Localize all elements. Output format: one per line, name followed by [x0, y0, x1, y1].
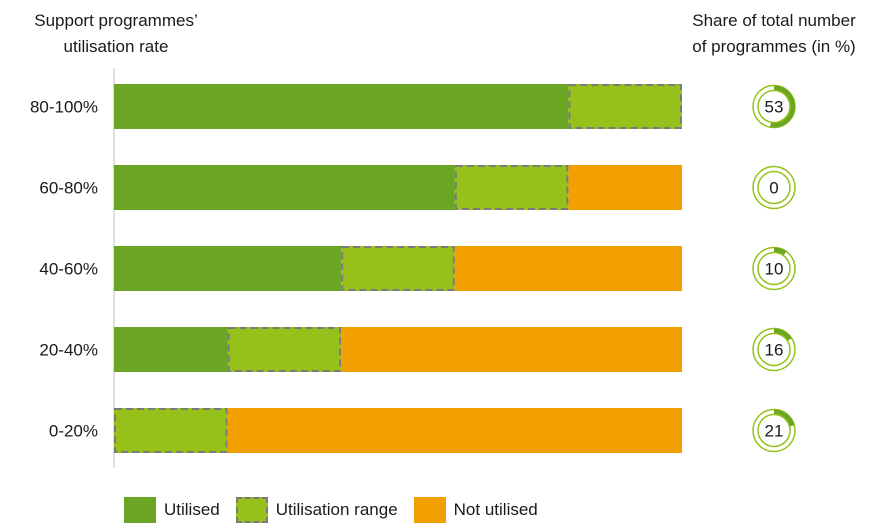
category-label-40-60%: 40-60% [39, 260, 98, 279]
share-value-20-40%: 16 [765, 341, 784, 360]
share-ring-inner-80-100% [757, 89, 791, 124]
y-axis-title: Support programmes’ utilisation rate [34, 11, 198, 56]
bar-not-utilised-0-20% [227, 408, 682, 453]
bar-not-utilised-20-40% [341, 327, 682, 372]
share-value-60-80%: 0 [769, 179, 778, 198]
category-label-20-40%: 20-40% [39, 341, 98, 360]
share-arc-80-100% [770, 85, 795, 128]
category-label-80-100%: 80-100% [30, 98, 98, 117]
bar-range-0-20% [114, 408, 228, 453]
share-ring-inner-0-20% [757, 413, 791, 448]
bar-range-60-80% [454, 165, 569, 210]
legend-label-not-utilised: Not utilised [453, 500, 538, 519]
bar-range-20-40% [227, 327, 342, 372]
bar-range-80-100% [568, 84, 682, 129]
share-value-80-100%: 53 [765, 98, 784, 117]
legend-swatch-range [235, 497, 268, 523]
share-title-line-2: of programmes (in %) [692, 37, 856, 56]
share-ring-inner-40-60% [757, 251, 791, 286]
legend-item-utilised: Utilised [124, 497, 220, 523]
bar-not-utilised-60-80% [568, 165, 682, 210]
legend-item-range: Utilisation range [235, 497, 398, 523]
bar-range-40-60% [341, 246, 455, 291]
legend-swatch-utilised [124, 497, 156, 523]
share-title: Share of total number of programmes (in %… [664, 8, 884, 60]
bar-range-outline-80-100% [568, 84, 683, 129]
share-value-40-60%: 10 [765, 260, 784, 279]
legend-swatch-not-utilised [413, 497, 446, 523]
share-ring-inner-60-80% [757, 170, 791, 205]
bar-utilised-40-60% [114, 246, 342, 291]
bar-range-outline-40-60% [341, 246, 455, 291]
legend-item-not-utilised: Not utilised [413, 497, 538, 523]
bar-range-outline-20-40% [227, 327, 342, 372]
share-value-0-20%: 21 [765, 422, 784, 441]
bar-utilised-80-100% [114, 84, 569, 129]
share-title-line-1: Share of total number [692, 11, 856, 30]
legend-label-utilised: Utilised [164, 500, 220, 519]
bar-not-utilised-40-60% [454, 246, 682, 291]
legend-label-range: Utilisation range [275, 500, 398, 519]
share-arc-20-40% [774, 328, 792, 341]
bar-range-outline-60-80% [454, 165, 569, 210]
bar-utilised-60-80% [114, 165, 455, 210]
chart-legend: Utilised Utilisation range Not utilised [124, 494, 554, 526]
category-label-0-20%: 0-20% [49, 422, 98, 441]
share-arc-40-60% [774, 247, 787, 256]
share-ring-inner-20-40% [757, 332, 791, 367]
category-label-60-80%: 60-80% [39, 179, 98, 198]
bar-utilised-20-40% [114, 327, 228, 372]
bar-range-outline-0-20% [114, 408, 228, 453]
